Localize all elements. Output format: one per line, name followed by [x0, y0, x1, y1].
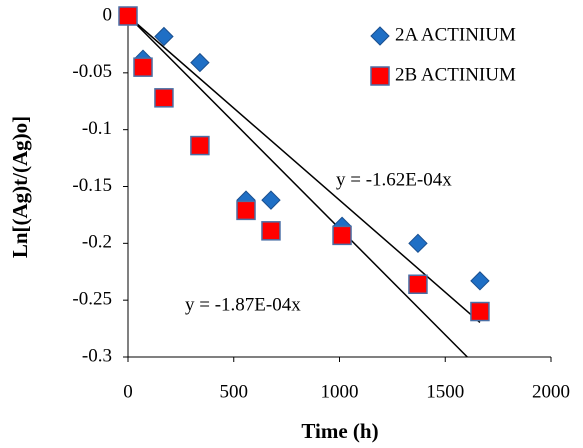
data-point	[470, 271, 490, 291]
x-tick-label: 1000	[321, 381, 359, 402]
x-axis-title: Time (h)	[301, 419, 378, 443]
trend-label: y = -1.62E-04x	[336, 169, 452, 190]
x-tick-label: 500	[220, 381, 249, 402]
legend-label: 2B ACTINIUM	[395, 64, 516, 85]
legend-label: 2A ACTINIUM	[395, 24, 516, 45]
legend-marker	[370, 26, 390, 46]
y-tick-label: -0.15	[72, 175, 112, 196]
data-point	[118, 6, 138, 26]
data-point	[236, 200, 256, 221]
y-tick-label: -0.1	[82, 118, 112, 139]
x-tick-label: 2000	[532, 381, 570, 402]
data-point	[154, 88, 174, 108]
x-tick-label: 1500	[426, 381, 464, 402]
trend-line	[127, 15, 481, 323]
data-point	[408, 233, 428, 254]
trend-label: y = -1.87E-04x	[185, 294, 301, 315]
y-tick-label: -0.2	[82, 232, 112, 253]
y-tick-label: 0	[103, 4, 113, 25]
y-tick-label: -0.3	[82, 345, 112, 366]
data-point	[154, 26, 174, 47]
legend-marker	[370, 66, 390, 86]
y-tick-label: -0.25	[72, 289, 112, 310]
data-point	[190, 52, 210, 73]
data-point	[470, 301, 490, 322]
data-point	[408, 274, 428, 295]
y-axis-title: Ln[(Ag)t/(Ag)o]	[8, 116, 32, 258]
trend-line	[127, 15, 468, 358]
y-tick-label: -0.05	[72, 61, 112, 82]
data-point	[133, 57, 153, 77]
data-point	[261, 221, 281, 241]
data-point	[332, 225, 352, 246]
data-point	[261, 190, 281, 210]
data-point	[190, 135, 210, 156]
x-tick-label: 0	[123, 381, 133, 402]
